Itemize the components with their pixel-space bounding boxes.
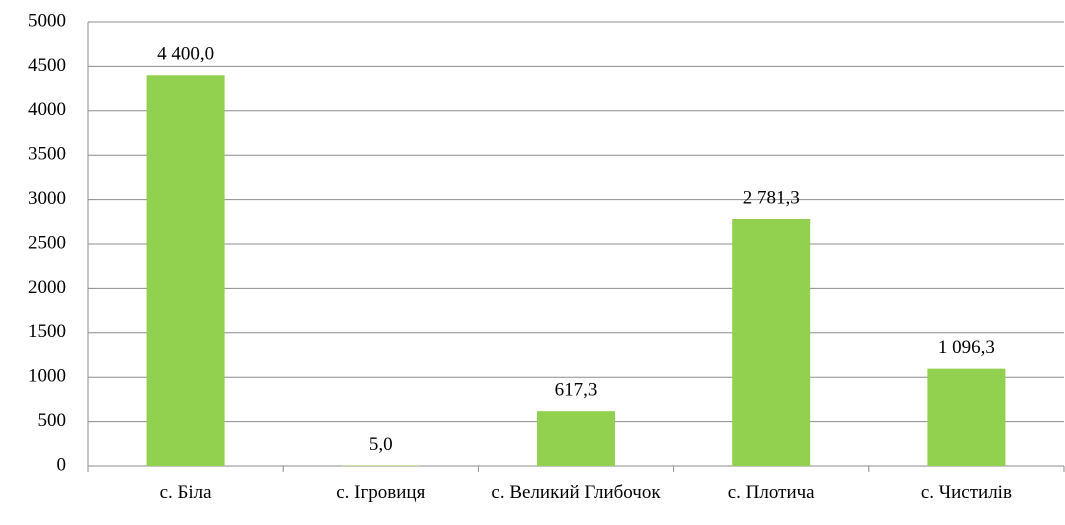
bar bbox=[732, 219, 811, 466]
value-label: 2 781,3 bbox=[743, 187, 800, 208]
value-label: 4 400,0 bbox=[157, 44, 214, 65]
y-tick-label: 3000 bbox=[28, 188, 66, 209]
y-tick-label: 4500 bbox=[28, 55, 66, 76]
x-tick-label: с. Плотича bbox=[727, 482, 815, 503]
x-tick-label-box: с. Ігровиця bbox=[336, 482, 426, 503]
x-tick-label: с. Чистилів bbox=[920, 482, 1012, 503]
value-label: 5,0 bbox=[369, 434, 393, 455]
x-tick-label: с. Біла bbox=[159, 482, 212, 503]
x-tick-label-box: с. Великий Глибочок bbox=[491, 482, 661, 503]
x-tick-label: с. Великий Глибочок bbox=[491, 482, 661, 503]
y-tick-label: 1500 bbox=[28, 321, 66, 342]
bar bbox=[146, 75, 225, 466]
y-tick-label: 0 bbox=[57, 454, 67, 475]
y-tick-label: 1000 bbox=[28, 366, 66, 387]
y-tick-label: 4000 bbox=[28, 99, 66, 120]
value-label: 1 096,3 bbox=[938, 337, 995, 358]
y-tick-label: 2500 bbox=[28, 232, 66, 253]
bar bbox=[537, 411, 615, 466]
y-tick-label: 5000 bbox=[28, 10, 66, 31]
x-tick-label-box: с. Біла bbox=[159, 482, 212, 503]
y-tick-label: 500 bbox=[38, 410, 67, 431]
bar bbox=[927, 368, 1006, 466]
y-tick-label: 2000 bbox=[28, 277, 66, 298]
value-label: 617,3 bbox=[555, 380, 598, 401]
x-tick-label-box: с. Плотича bbox=[727, 482, 815, 503]
y-tick-label: 3500 bbox=[28, 144, 66, 165]
x-tick-label: с. Ігровиця bbox=[336, 482, 426, 503]
x-tick-label-box: с. Чистилів bbox=[920, 482, 1012, 503]
